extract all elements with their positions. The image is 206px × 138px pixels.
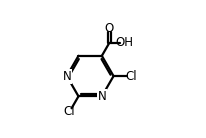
Text: N: N (97, 90, 106, 103)
Text: Cl: Cl (126, 70, 137, 83)
Text: Cl: Cl (64, 105, 75, 118)
Text: O: O (105, 22, 114, 35)
Text: N: N (62, 70, 71, 83)
Text: OH: OH (115, 36, 133, 49)
